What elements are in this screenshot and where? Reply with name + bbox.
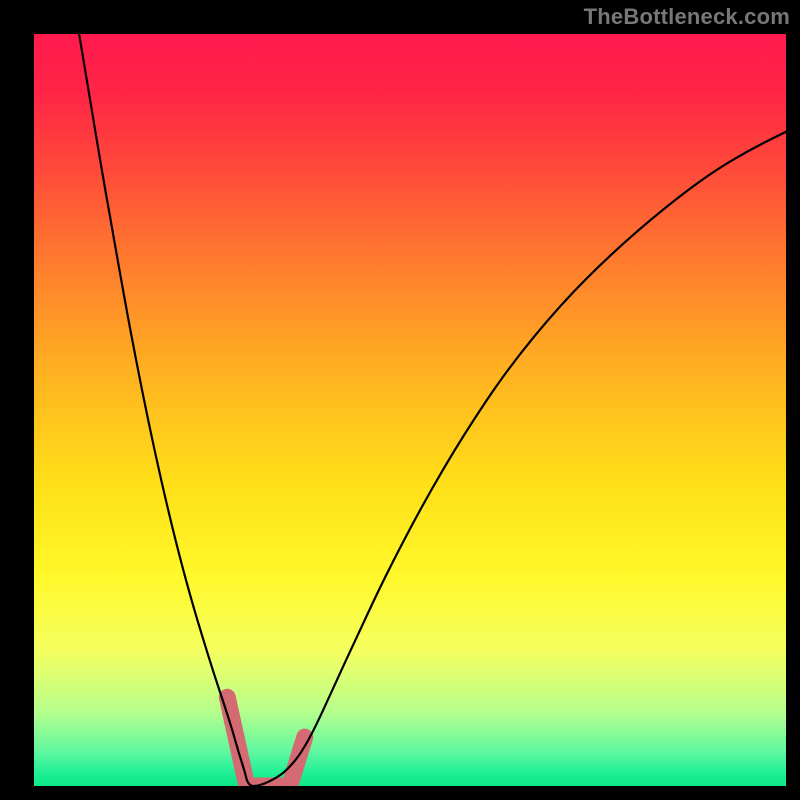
plot-area [34, 34, 786, 786]
chart-container: TheBottleneck.com [0, 0, 800, 800]
watermark-text: TheBottleneck.com [584, 4, 790, 30]
plot-svg [34, 34, 786, 786]
